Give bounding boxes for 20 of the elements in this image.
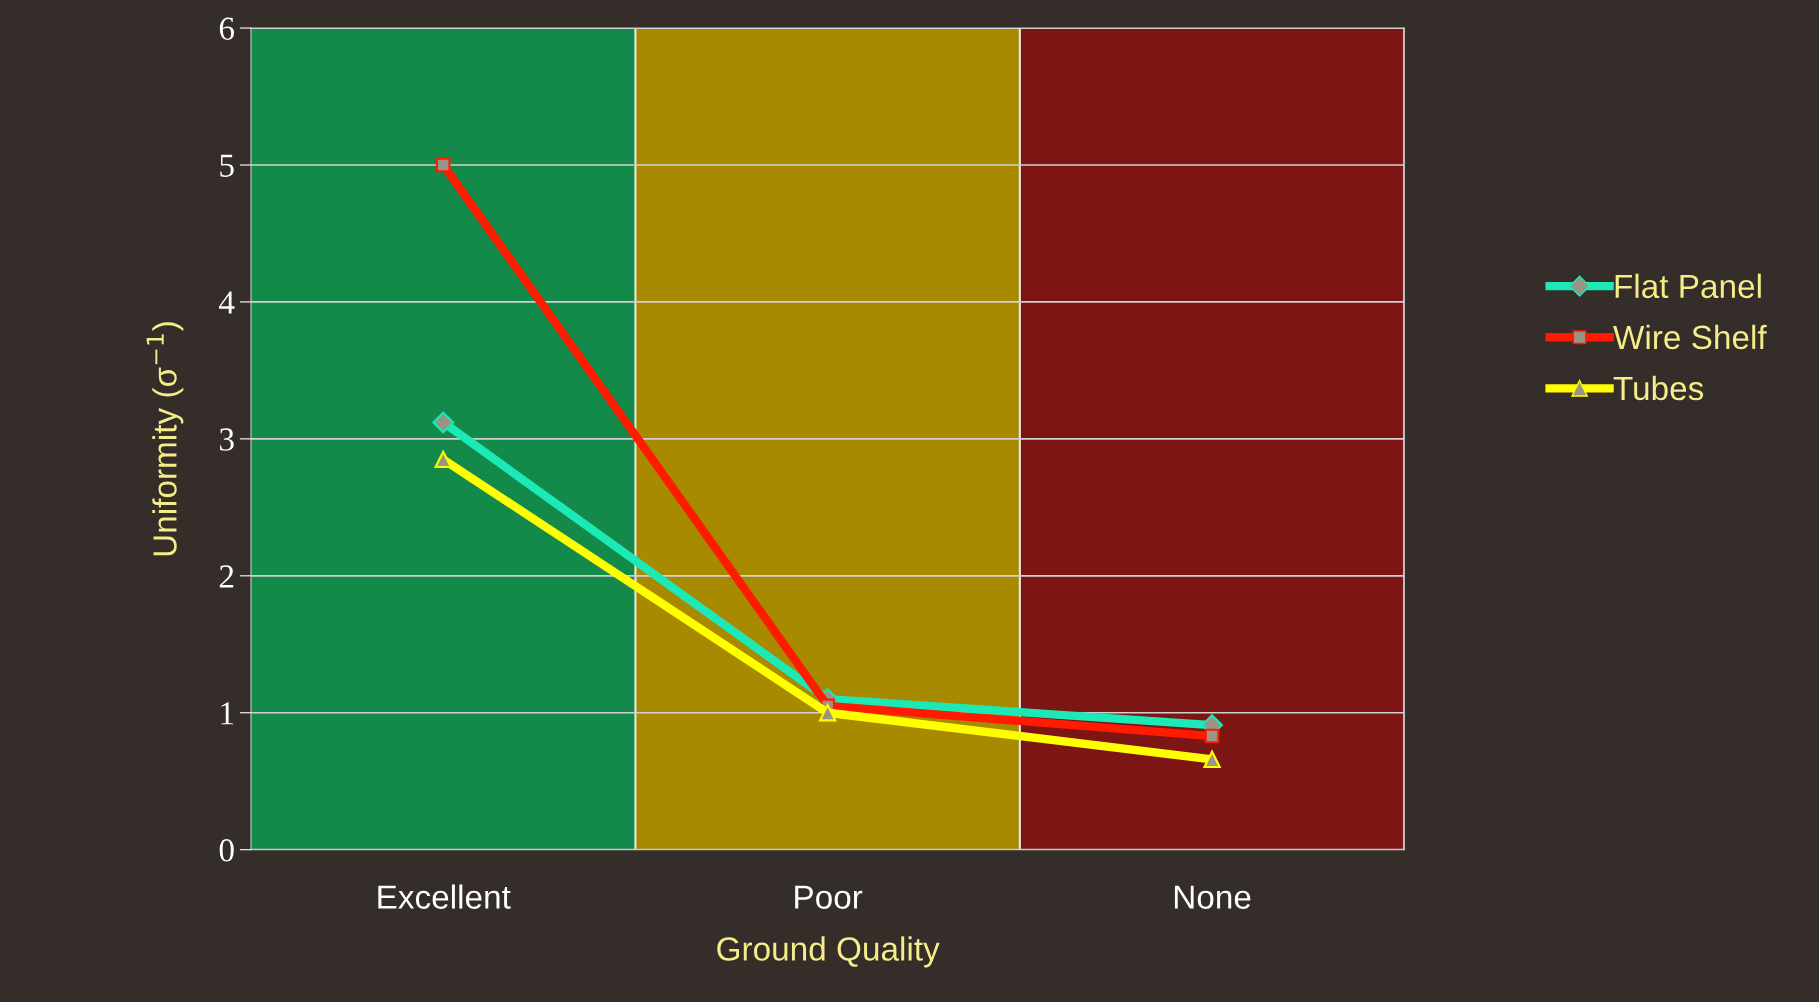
x-axis-title: Ground Quality (717, 936, 940, 968)
point (1204, 728, 1220, 744)
point (818, 704, 837, 722)
y-tick-label: 1 (221, 702, 234, 725)
y-tick-label: 4 (219, 291, 235, 314)
y-tick-label: 0 (219, 839, 234, 862)
point (435, 157, 451, 173)
y-tick-label: 5 (220, 154, 234, 177)
x-tick-label: Poor (795, 885, 863, 909)
point (1203, 750, 1221, 768)
y-axis-title: Uniformity (σ$^{−1}$) (146, 322, 184, 556)
point (432, 411, 455, 434)
y-tick-label: 2 (219, 565, 234, 588)
y-tick-label: 3 (219, 428, 234, 451)
legend-label: Tubes (1613, 375, 1704, 401)
legend-label: Flat Panel (1615, 273, 1761, 299)
x-tick-label: Excellent (378, 884, 511, 909)
legend-label: Wire Shelf (1613, 324, 1767, 350)
y-tick-label: 6 (219, 17, 235, 40)
x-tick-label: None (1174, 885, 1251, 909)
